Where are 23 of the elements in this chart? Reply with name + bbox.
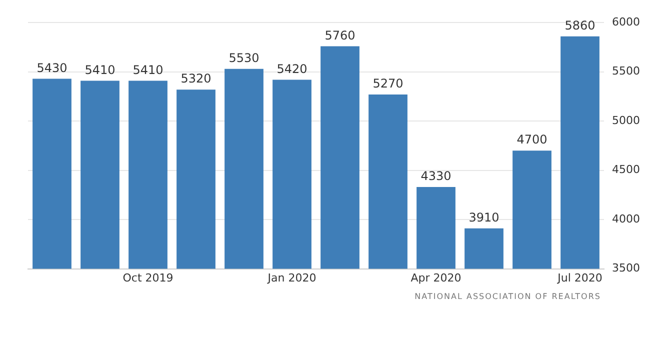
y-tick-label: 6000	[612, 15, 640, 28]
data-label: 5420	[276, 62, 308, 76]
x-tick-label: Apr 2020	[410, 271, 462, 284]
x-tick-label: Jan 2020	[266, 271, 316, 284]
y-tick-label: 3500	[612, 262, 640, 275]
x-tick-label: Oct 2019	[122, 271, 174, 284]
data-label: 3910	[468, 210, 500, 225]
data-label: 5530	[228, 51, 260, 66]
x-tick-label: Jul 2020	[556, 271, 602, 284]
data-label: 5320	[180, 72, 212, 86]
y-tick-label: 5000	[612, 114, 640, 127]
data-label: 4700	[516, 132, 548, 147]
data-label: 5860	[564, 18, 596, 33]
y-tick-label: 4500	[612, 163, 640, 176]
data-label: 4330	[420, 169, 452, 184]
data-label: 5430	[36, 60, 68, 75]
y-tick-label: 4000	[612, 212, 640, 226]
text: NATIONAL ASSOCIATION OF REALTORS	[414, 292, 602, 301]
data-label: 5760	[324, 28, 356, 42]
data-label: 5270	[372, 76, 404, 91]
y-tick-label: 5500	[612, 64, 640, 78]
data-label: 5410	[132, 62, 164, 77]
data-label: 5410	[84, 62, 116, 77]
